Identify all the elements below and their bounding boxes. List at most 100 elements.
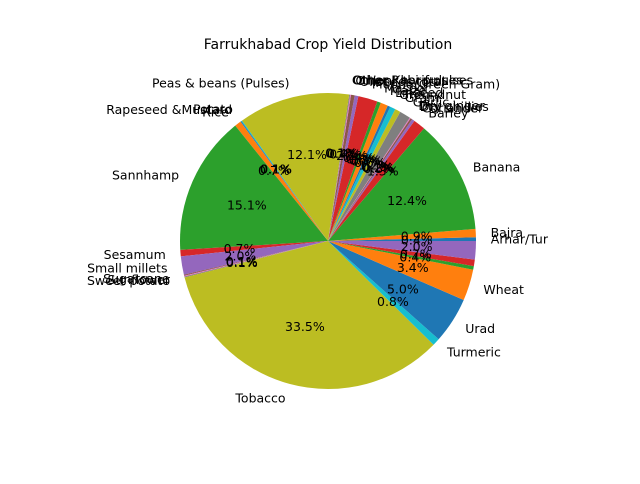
pie-slice-peas-beans-pulses-18 — [241, 92, 350, 241]
category-label-oilseeds-total: Oilseeds total — [359, 74, 445, 89]
percent-label-0: 0.4% — [401, 232, 433, 247]
pie-slice-masoor-12 — [328, 101, 381, 241]
pie-slice-potato-19 — [241, 120, 328, 241]
pie-slice-sweet-potato-27 — [184, 241, 328, 278]
category-label-groundnut: Groundnut — [399, 87, 466, 102]
category-label-bajra: Bajra — [491, 225, 524, 240]
pie-slice-moong-green-gram-13 — [328, 96, 378, 242]
category-label-moong-green-gram: Moong(Green Gram) — [372, 77, 500, 92]
percent-label-4: 0.3% — [363, 161, 395, 176]
category-label-tobacco: Tobacco — [234, 391, 285, 406]
pie-slice-wheat-31 — [328, 241, 474, 301]
percent-label-2: 12.4% — [387, 193, 427, 208]
category-label-peas-beans-pulses: Peas & beans (Pulses) — [152, 75, 290, 90]
pie-slice-barley-3 — [328, 120, 424, 241]
chart-title: Farrukhabad Crop Yield Distribution — [204, 37, 452, 53]
category-label-dry-chillies: Dry chillies — [420, 99, 489, 114]
percent-label-19: 0.1% — [260, 161, 292, 176]
pie-slice-urad-30 — [328, 241, 464, 340]
pie-slice-tobacco-28 — [184, 241, 434, 390]
percent-label-18: 12.1% — [287, 147, 327, 162]
pie-slices — [180, 92, 476, 390]
percent-label-34: 2.0% — [401, 239, 433, 254]
category-label-arhar-tur: Arhar/Tur — [491, 231, 549, 246]
category-label-other-kharif-pulses: Other Kharif pulses — [353, 73, 473, 88]
category-label-dry-ginger: Dry ginger — [418, 98, 485, 113]
pie-slice-maize-11 — [328, 102, 388, 241]
percent-label-11: 0.8% — [346, 151, 378, 166]
category-label-onion: Onion — [355, 73, 392, 88]
percent-label-32: 0.4% — [399, 250, 431, 265]
percent-label-6: 0.1% — [361, 160, 393, 175]
category-label-sesamum: Sesamum — [104, 247, 166, 262]
category-label-urad: Urad — [465, 321, 495, 336]
percent-label-29: 0.8% — [377, 294, 409, 309]
pie-slice-turmeric-29 — [328, 241, 439, 345]
percent-label-8: 0.6% — [354, 155, 386, 170]
category-label-masoor: Masoor — [384, 81, 430, 96]
percent-label-23: 0.7% — [224, 241, 256, 256]
percent-label-21: 0.7% — [258, 163, 290, 178]
percent-label-17: 0.1% — [325, 146, 357, 161]
pie-slice-banana-2 — [328, 128, 476, 241]
percent-label-3: 1.3% — [367, 164, 399, 179]
pie-slice-linseed-10 — [328, 105, 391, 241]
pie-slice-rapeseed-mustard-20 — [240, 121, 328, 241]
category-label-sweet-potato: Sweet potato — [87, 273, 170, 288]
pie-slice-arhar-tur-0 — [328, 237, 476, 241]
percent-label-33: 0.7% — [400, 247, 432, 262]
pie-slice-sannhamp-22 — [180, 125, 328, 250]
percent-label-15: 0.4% — [327, 146, 359, 161]
pie-slice-groundnut-9 — [328, 106, 396, 241]
category-label-turmeric: Turmeric — [446, 345, 501, 360]
pie-slice-dry-ginger-6 — [328, 117, 411, 241]
pie-slice-unlabeled-33 — [328, 241, 475, 267]
percent-label-26: 0.1% — [226, 255, 258, 270]
percent-label-24: 2.0% — [225, 248, 257, 263]
pie-slice-other-rabi-pulses-17 — [328, 94, 351, 242]
category-label-linseed: Linseed — [395, 85, 443, 100]
category-label-barley: Barley — [428, 105, 469, 120]
category-label-garlic: Garlic — [413, 95, 449, 110]
pie-slice-small-millets-24 — [180, 241, 328, 275]
pie-slice-coriander-4 — [328, 119, 415, 241]
pie-slice-sesamum-23 — [180, 241, 328, 257]
pie-slice-dry-chillies-5 — [328, 118, 413, 241]
percent-label-5: 0.2% — [362, 160, 394, 175]
pie-slice-rice-21 — [235, 121, 328, 241]
category-label-maize: Maize — [390, 83, 426, 98]
percent-label-16: 0.1% — [326, 146, 358, 161]
percent-labels: 0.4%0.9%12.4%1.3%0.3%0.2%0.1%1.2%0.6%0.6… — [224, 146, 433, 335]
pie-slice-bajra-1 — [328, 228, 476, 241]
pie-slice-oilseeds-total-14 — [328, 95, 359, 242]
category-label-sannhamp: Sannhamp — [112, 168, 179, 183]
pie-slice-other-kharif-pulses-16 — [328, 94, 352, 241]
pie-slice-garlic-7 — [328, 111, 410, 241]
category-label-rice: Rice — [202, 104, 229, 119]
percent-label-9: 0.6% — [351, 154, 383, 169]
pie-slice-sugarcane-25 — [183, 241, 328, 276]
percent-label-13: 2.1% — [336, 148, 368, 163]
percent-label-20: 0.1% — [260, 162, 292, 177]
category-label-rapeseed-mustard: Rapeseed &Mustard — [106, 102, 232, 117]
pie-slice-unlabeled-34 — [328, 241, 476, 260]
percent-label-10: 0.3% — [349, 153, 381, 168]
percent-label-12: 0.4% — [343, 150, 375, 165]
percent-label-14: 0.4% — [329, 146, 361, 161]
category-label-coriander: Coriander — [422, 100, 484, 115]
category-label-sunflower: Sunflower — [108, 272, 171, 287]
percent-label-1: 0.9% — [401, 229, 433, 244]
percent-label-27: 0.1% — [226, 255, 258, 270]
category-label-sugarcane: Sugarcane — [103, 271, 170, 286]
pie-slice-sunflower-26 — [184, 241, 328, 277]
category-label-gram: Gram — [405, 90, 440, 105]
percent-label-25: 0.1% — [226, 254, 258, 269]
category-label-potato: Potato — [193, 101, 233, 116]
category-label-banana: Banana — [473, 159, 520, 174]
category-label-other-rabi-pulses: Other Rabi pulses — [352, 72, 463, 87]
percent-label-31: 3.4% — [397, 260, 429, 275]
percent-label-22: 15.1% — [227, 198, 267, 213]
percent-label-30: 5.0% — [387, 281, 419, 296]
